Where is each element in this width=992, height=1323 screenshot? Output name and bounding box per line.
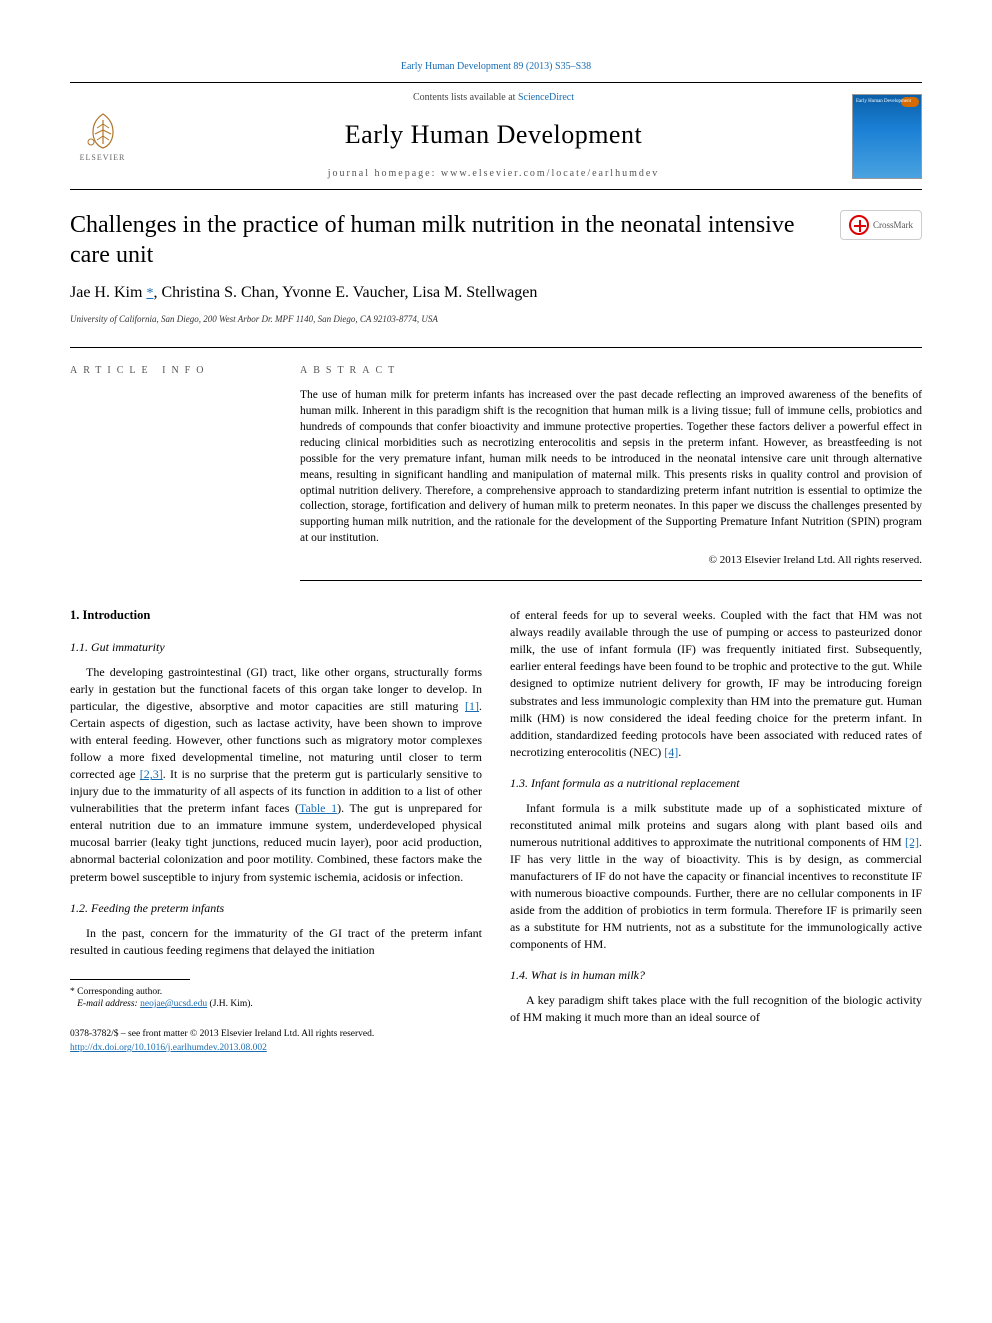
abstract-text: The use of human milk for preterm infant… <box>300 388 922 547</box>
right-column: of enteral feeds for up to several weeks… <box>510 607 922 1055</box>
ref-link-4[interactable]: [4] <box>664 745 678 759</box>
masthead: ELSEVIER Contents lists available at Sci… <box>70 82 922 190</box>
section-1-1-paragraph: The developing gastrointestinal (GI) tra… <box>70 664 482 885</box>
body-columns: 1. Introduction 1.1. Gut immaturity The … <box>70 607 922 1055</box>
section-1-4-paragraph: A key paradigm shift takes place with th… <box>510 992 922 1026</box>
corr-label: * Corresponding author. <box>70 986 482 998</box>
top-citation-link[interactable]: Early Human Development 89 (2013) S35–S3… <box>70 60 922 74</box>
section-1-1-heading: 1.1. Gut immaturity <box>70 639 482 656</box>
table-1-link[interactable]: Table 1 <box>299 801 337 815</box>
homepage-url[interactable]: www.elsevier.com/locate/earlhumdev <box>441 168 659 179</box>
email-line: E-mail address: neojae@ucsd.edu (J.H. Ki… <box>70 998 482 1010</box>
email-suffix: (J.H. Kim). <box>210 999 253 1009</box>
ref-link-1[interactable]: [1] <box>465 699 479 713</box>
abstract-heading: ABSTRACT <box>300 364 922 378</box>
elsevier-logo: ELSEVIER <box>70 101 135 171</box>
issn-copyright-block: 0378-3782/$ – see front matter © 2013 El… <box>70 1028 374 1055</box>
section-1-4-heading: 1.4. What is in human milk? <box>510 967 922 984</box>
left-column: 1. Introduction 1.1. Gut immaturity The … <box>70 607 482 1055</box>
crossmark-label: CrossMark <box>873 219 913 232</box>
article-title: Challenges in the practice of human milk… <box>70 210 840 270</box>
section-1-2-continued: of enteral feeds for up to several weeks… <box>510 607 922 760</box>
info-abstract-row: ARTICLE INFO ABSTRACT The use of human m… <box>70 347 922 581</box>
ref-link-2[interactable]: [2] <box>905 835 919 849</box>
sciencedirect-link[interactable]: ScienceDirect <box>518 92 574 103</box>
footnote-separator <box>70 979 190 980</box>
elsevier-tree-icon <box>83 110 123 150</box>
cover-label: Early Human Development <box>856 98 911 105</box>
journal-cover-thumbnail: Early Human Development <box>852 94 922 179</box>
text-span: of enteral feeds for up to several weeks… <box>510 608 922 758</box>
homepage-prefix: journal homepage: <box>328 168 441 179</box>
title-row: Challenges in the practice of human milk… <box>70 210 922 270</box>
crossmark-button[interactable]: CrossMark <box>840 210 922 240</box>
elsevier-label: ELSEVIER <box>80 152 126 163</box>
crossmark-icon <box>849 215 869 235</box>
text-span: . <box>678 745 681 759</box>
bottom-meta: 0378-3782/$ – see front matter © 2013 El… <box>70 1028 482 1055</box>
section-1-heading: 1. Introduction <box>70 607 482 625</box>
author-list: Jae H. Kim <box>70 284 142 301</box>
affiliation: University of California, San Diego, 200… <box>70 313 922 326</box>
page: Early Human Development 89 (2013) S35–S3… <box>0 0 992 1095</box>
article-info-heading: ARTICLE INFO <box>70 364 276 378</box>
email-link[interactable]: neojae@ucsd.edu <box>140 999 207 1009</box>
abstract-column: ABSTRACT The use of human milk for prete… <box>300 364 922 581</box>
contents-prefix: Contents lists available at <box>413 92 518 103</box>
abstract-copyright: © 2013 Elsevier Ireland Ltd. All rights … <box>300 553 922 568</box>
text-span: . IF has very little in the way of bioac… <box>510 835 922 951</box>
homepage-line: journal homepage: www.elsevier.com/locat… <box>135 167 852 181</box>
masthead-center: Contents lists available at ScienceDirec… <box>135 91 852 181</box>
section-1-3-paragraph: Infant formula is a milk substitute made… <box>510 800 922 953</box>
section-1-2-heading: 1.2. Feeding the preterm infants <box>70 900 482 917</box>
email-label: E-mail address: <box>77 999 138 1009</box>
contents-line: Contents lists available at ScienceDirec… <box>135 91 852 105</box>
corresponding-author-footnote: * Corresponding author. E-mail address: … <box>70 986 482 1011</box>
ref-link-2-3[interactable]: [2,3] <box>140 767 163 781</box>
doi-link[interactable]: http://dx.doi.org/10.1016/j.earlhumdev.2… <box>70 1043 267 1053</box>
author-rest: , Christina S. Chan, Yvonne E. Vaucher, … <box>153 284 537 301</box>
section-1-3-heading: 1.3. Infant formula as a nutritional rep… <box>510 775 922 792</box>
section-1-2-paragraph: In the past, concern for the immaturity … <box>70 925 482 959</box>
text-span: The developing gastrointestinal (GI) tra… <box>70 665 482 713</box>
journal-title: Early Human Development <box>135 117 852 153</box>
authors: Jae H. Kim *, Christina S. Chan, Yvonne … <box>70 282 922 304</box>
text-span: Infant formula is a milk substitute made… <box>510 801 922 849</box>
issn-line: 0378-3782/$ – see front matter © 2013 El… <box>70 1028 374 1041</box>
article-info-column: ARTICLE INFO <box>70 364 300 581</box>
